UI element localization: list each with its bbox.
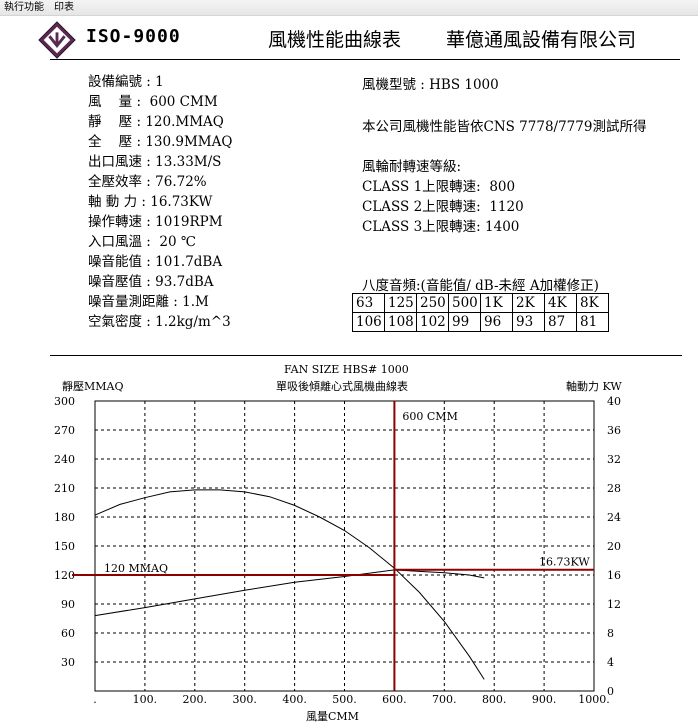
- right-axis-label: 軸動力 KW: [566, 380, 622, 393]
- spec-row: 噪音量測距離 : 1.M: [88, 294, 209, 310]
- octave-band: 63: [352, 293, 385, 313]
- spec-row: 操作轉速 : 1019RPM: [88, 214, 223, 230]
- octave-value: 81: [576, 312, 609, 332]
- table-row: 63 125 250 500 1K 2K 4K 8K: [352, 293, 609, 313]
- y-left-tick-label: 300: [54, 395, 75, 408]
- spec-row: 靜 壓 : 120.MMAQ: [88, 114, 224, 130]
- x-tick-label: 100.: [133, 693, 158, 706]
- x-tick-label: .: [93, 693, 97, 706]
- octave-value: 102: [416, 312, 449, 332]
- octave-value: 87: [544, 312, 577, 332]
- octave-value: 106: [352, 312, 385, 332]
- octave-band: 125: [384, 293, 417, 313]
- x-tick-label: 700.: [432, 693, 457, 706]
- speed-class-item: CLASS 2上限轉速: 1120: [362, 199, 524, 215]
- power-curve: [94, 569, 485, 617]
- y-right-tick-label: 24: [607, 511, 621, 524]
- x-tick-label: 500.: [332, 693, 357, 706]
- octave-band: 4K: [544, 293, 577, 313]
- y-right-tick-label: 8: [607, 627, 614, 640]
- y-right-tick-label: 0: [607, 685, 614, 698]
- chart-title: FAN SIZE HBS# 1000: [284, 363, 409, 376]
- speed-class-item: CLASS 3上限轉速: 1400: [362, 219, 520, 235]
- menu-item-print[interactable]: 印表: [54, 2, 74, 13]
- y-left-tick-label: 210: [54, 482, 75, 495]
- octave-value: 93: [512, 312, 545, 332]
- spec-row: 全 壓 : 130.9MMAQ: [88, 134, 233, 150]
- fan-model: 風機型號 : HBS 1000: [362, 77, 499, 93]
- spec-row: 風 量 : 600 CMM: [88, 94, 218, 110]
- plot-frame: [94, 400, 595, 692]
- octave-value: 108: [384, 312, 417, 332]
- octave-value: 99: [448, 312, 481, 332]
- x-tick-label: 400.: [282, 693, 307, 706]
- x-tick-label: 900.: [532, 693, 557, 706]
- y-right-tick-label: 28: [607, 482, 621, 495]
- y-right-tick-label: 32: [607, 453, 621, 466]
- pressure-curve: [94, 489, 485, 680]
- octave-band: 250: [416, 293, 449, 313]
- y-left-tick-label: 60: [61, 627, 75, 640]
- y-left-tick-label: 120: [54, 569, 75, 582]
- spec-row: 入口風溫 : 20 ℃: [88, 234, 197, 250]
- octave-band: 8K: [576, 293, 609, 313]
- table-row: 106 108 102 99 96 93 87 81: [352, 312, 609, 332]
- sheet-title: 風機性能曲線表: [268, 29, 402, 51]
- company-logo-icon: [38, 21, 76, 59]
- spec-row: 空氣密度 : 1.2kg/m^3: [88, 314, 231, 330]
- spec-list: 設備編號 : 1 風 量 : 600 CMM 靜 壓 : 120.MMAQ 全 …: [88, 72, 232, 332]
- y-left-tick-label: 150: [54, 540, 75, 553]
- company-name: 華億通風設備有限公司: [446, 29, 637, 51]
- octave-band: 500: [448, 293, 481, 313]
- speed-class-title: 風輪耐轉速等級:: [362, 159, 462, 175]
- y-left-tick-label: 90: [61, 598, 75, 611]
- speed-class-item: CLASS 1上限轉速: 800: [362, 179, 516, 195]
- y-right-tick-label: 12: [607, 598, 621, 611]
- x-tick-label: 200.: [183, 693, 208, 706]
- y-left-tick-label: 240: [54, 453, 75, 466]
- spec-row: 噪音壓值 : 93.7dBA: [88, 274, 214, 290]
- x-tick-label: 300.: [232, 693, 257, 706]
- spec-row: 噪音能值 : 101.7dBA: [88, 254, 223, 270]
- y-right-tick-label: 40: [607, 395, 621, 408]
- left-axis-label: 靜壓MMAQ: [62, 380, 124, 393]
- spec-row: 軸 動 力 : 16.73KW: [88, 194, 213, 210]
- chart-subtitle: 單吸後傾離心式風機曲線表: [276, 380, 408, 393]
- x-axis-label: 風量CMM: [306, 710, 359, 723]
- header-divider: [50, 59, 680, 60]
- y-right-tick-label: 36: [607, 424, 621, 437]
- spec-row: 設備編號 : 1: [88, 74, 164, 90]
- x-tick-label: 600.: [382, 693, 407, 706]
- y-left-tick-label: 270: [54, 424, 75, 437]
- y-left-tick-label: 180: [54, 511, 75, 524]
- test-note: 本公司風機性能皆依CNS 7778/7779測試所得: [362, 119, 647, 135]
- octave-value: 96: [480, 312, 513, 332]
- y-left-tick-label: 30: [61, 656, 75, 669]
- power-marker-label: 16.73KW: [539, 556, 590, 569]
- spec-row: 出口風速 : 13.33M/S: [88, 154, 222, 170]
- iso-label: ISO-9000: [86, 26, 181, 47]
- pressure-marker-label: 120 MMAQ: [104, 562, 168, 575]
- x-tick-label: 1000.: [578, 693, 610, 706]
- octave-band: 1K: [480, 293, 513, 313]
- chart-divider: [50, 355, 682, 356]
- octave-table: 63 125 250 500 1K 2K 4K 8K 106 108 102 9…: [352, 293, 609, 332]
- octave-band: 2K: [512, 293, 545, 313]
- x-tick-label: 800.: [482, 693, 507, 706]
- octave-title: 八度音頻:(音能值/ dB-未經 A加權修正): [362, 278, 599, 294]
- spec-row: 全壓效率 : 76.72%: [88, 174, 207, 190]
- menu-item-functions[interactable]: 執行功能: [4, 2, 44, 13]
- y-right-tick-label: 4: [607, 656, 614, 669]
- y-right-tick-label: 20: [607, 540, 621, 553]
- flow-marker-label: 600 CMM: [402, 410, 457, 423]
- y-right-tick-label: 16: [607, 569, 621, 582]
- menu-bar: 執行功能 印表: [0, 0, 698, 16]
